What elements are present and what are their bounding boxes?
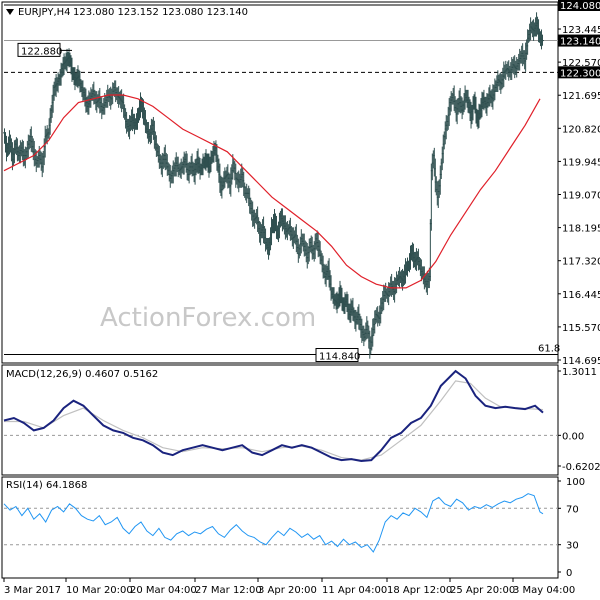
macd-title: MACD(12,26,9) 0.4607 0.5162 xyxy=(6,369,158,380)
macd-signal-line xyxy=(4,380,544,461)
price-tick-label: 118.195 xyxy=(562,224,600,235)
price-tick-label: 119.070 xyxy=(562,191,600,202)
top-level-tag-bg xyxy=(558,0,600,11)
x-tick-label: 3 May 04:00 xyxy=(513,585,575,596)
price-tick-label: 117.320 xyxy=(562,257,600,268)
low-label: 114.840 xyxy=(319,352,360,363)
price-ohlc: 123.080 123.152 123.080 123.140 xyxy=(73,7,248,18)
macd-line xyxy=(3,369,544,463)
rsi-tick-label: 100 xyxy=(566,477,585,488)
rsi-panel-frame xyxy=(1,476,559,579)
high-box xyxy=(17,42,61,57)
rsi-lines xyxy=(3,493,544,553)
x-tick-label: 18 Apr 12:00 xyxy=(387,585,452,596)
macd-tick-label: -0.6202 xyxy=(562,462,600,473)
hline-price-tag-bg xyxy=(558,66,600,79)
macd-panel-frame xyxy=(1,364,559,476)
hline-price-tag-text: 122.300 xyxy=(560,68,600,79)
x-tick-label: 3 Mar 2017 xyxy=(4,585,61,596)
rsi-tick-label: 30 xyxy=(566,541,579,552)
price-reference-lines xyxy=(4,4,558,356)
price-tick-label: 123.445 xyxy=(562,25,600,36)
watermark: ActionForex.com xyxy=(100,303,316,333)
macd-lines xyxy=(3,369,544,463)
price-bars xyxy=(3,12,545,359)
x-tick-label: 25 Apr 20:00 xyxy=(450,585,515,596)
fib-label: 61.8 xyxy=(538,344,560,355)
price-tick-label: 120.820 xyxy=(562,124,600,135)
panel-collapse-icon[interactable] xyxy=(6,9,14,15)
price-tick-label: 121.695 xyxy=(562,91,600,102)
moving-average xyxy=(3,94,541,289)
x-tick-label: 27 Mar 12:00 xyxy=(195,585,262,596)
price-tick-label: 116.445 xyxy=(562,290,600,301)
top-level-tag-text: 124.080 xyxy=(560,1,600,12)
top-level-tag: 124.080 xyxy=(558,0,600,12)
macd-tick-label: 0.00 xyxy=(562,431,584,442)
price-title: EURJPY,H4 xyxy=(18,7,71,18)
high-label: 122.880 xyxy=(21,46,62,57)
price-tick-label: 114.695 xyxy=(562,356,600,367)
macd-tick-label: 1.3011 xyxy=(562,367,597,378)
x-tick-label: 20 Mar 04:00 xyxy=(130,585,197,596)
low-box xyxy=(315,348,359,363)
rsi-tick-label: 0 xyxy=(566,568,572,579)
ma-line xyxy=(3,94,541,289)
price-axis: 123.445 122.570 121.695 120.820 119.945 119.0… xyxy=(558,4,600,367)
x-tick-label: 3 Apr 20:00 xyxy=(258,585,317,596)
rsi-title: RSI(14) 64.1868 xyxy=(6,480,87,491)
price-tick-label: 122.570 xyxy=(562,58,600,69)
current-price-tag-bg xyxy=(558,34,600,47)
rsi-tick-label: 70 xyxy=(566,504,579,515)
macd-axis: 1.3011 0.00 -0.6202 xyxy=(4,367,600,473)
rsi-line xyxy=(3,493,544,553)
price-annotations: 122.880 114.840 61.8 124.080 123.140 122.300 xyxy=(17,0,600,363)
price-bar xyxy=(541,34,545,46)
x-tick-label: 11 Apr 04:00 xyxy=(322,585,387,596)
price-tick-label: 119.945 xyxy=(562,157,600,168)
price-tick-label: 115.570 xyxy=(562,323,600,334)
current-price-tag-text: 123.140 xyxy=(560,37,600,48)
current-price-tag: 123.140 xyxy=(558,34,600,48)
hline-price-tag: 122.300 xyxy=(558,66,600,79)
rsi-axis: 100 70 30 0 xyxy=(4,477,585,579)
x-tick-label: 10 Mar 20:00 xyxy=(66,585,133,596)
price-panel-frame xyxy=(1,1,559,364)
